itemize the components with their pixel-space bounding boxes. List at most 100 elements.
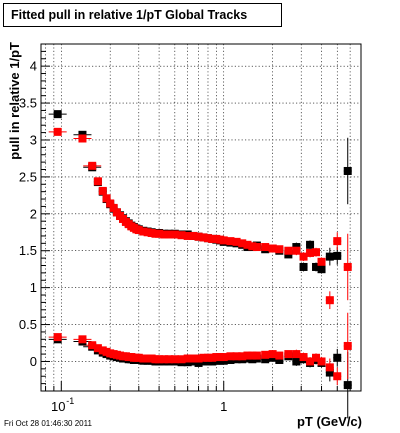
data-point	[306, 248, 315, 257]
y-tick-label: 0.5	[19, 317, 37, 332]
data-point	[219, 353, 228, 362]
grid-lines	[41, 44, 362, 391]
data-point	[317, 357, 326, 366]
data-point	[312, 248, 321, 257]
data-point	[189, 354, 198, 363]
y-tick-label: 2	[30, 206, 37, 221]
data-point	[155, 229, 164, 238]
data-point	[252, 243, 261, 252]
data-point	[248, 351, 257, 360]
data-point	[203, 234, 212, 243]
data-point	[170, 355, 179, 364]
data-point	[343, 341, 352, 350]
y-tick-label: 3.5	[19, 96, 37, 111]
data-point	[177, 231, 186, 240]
data-point	[299, 262, 308, 271]
data-point	[243, 351, 252, 360]
data-point	[232, 237, 241, 246]
data-point	[292, 357, 301, 366]
data-point	[268, 244, 277, 253]
x-tick-label: 1	[220, 399, 227, 414]
footer-timestamp: Fri Oct 28 01:46:30 2011	[4, 419, 92, 428]
data-point	[261, 350, 270, 359]
data-point	[268, 350, 277, 359]
data-point	[333, 353, 342, 362]
data-point	[106, 199, 115, 208]
data-point	[312, 353, 321, 362]
x-tick-label-exponent: -1	[66, 396, 74, 406]
data-point	[155, 355, 164, 364]
data-points	[53, 110, 352, 390]
data-point	[261, 243, 270, 252]
data-point	[325, 296, 334, 305]
x-tick-labels: 10 -1 1	[51, 396, 227, 414]
x-axis-title: pT (GeV/c)	[297, 414, 362, 429]
data-point	[275, 245, 284, 254]
data-point	[292, 246, 301, 255]
data-point	[88, 161, 97, 170]
y-tick-label: 3	[30, 132, 37, 147]
data-point	[292, 350, 301, 359]
data-point	[98, 186, 107, 195]
data-point	[189, 231, 198, 240]
data-point	[226, 237, 235, 246]
data-point	[226, 352, 235, 361]
data-point	[252, 351, 261, 360]
data-point	[238, 352, 247, 361]
data-point	[143, 228, 152, 237]
data-point	[333, 372, 342, 381]
data-point	[299, 252, 308, 261]
data-point	[343, 166, 352, 175]
data-point	[312, 262, 321, 271]
data-point	[102, 194, 111, 203]
data-point	[261, 355, 270, 364]
data-point	[194, 354, 203, 363]
data-point	[243, 240, 252, 249]
y-axis-title: pull in relative 1/pT	[7, 42, 22, 160]
data-point	[183, 231, 192, 240]
data-point	[275, 351, 284, 360]
data-point	[93, 344, 102, 353]
data-point	[219, 236, 228, 245]
data-point	[199, 233, 208, 242]
data-point	[177, 355, 186, 364]
data-point	[248, 242, 257, 251]
data-point	[284, 246, 293, 255]
data-point	[317, 265, 326, 274]
y-tick-label: 2.5	[19, 169, 37, 184]
data-point	[208, 353, 217, 362]
data-point	[194, 232, 203, 241]
data-point	[284, 350, 293, 359]
data-point	[160, 355, 169, 364]
data-point	[53, 110, 62, 119]
data-point	[317, 257, 326, 266]
data-point	[170, 230, 179, 239]
data-point	[238, 239, 247, 248]
data-point	[134, 353, 143, 362]
y-tick-label: 0	[30, 354, 37, 369]
plot-frame	[40, 43, 362, 392]
y-tick-label: 4	[30, 59, 37, 74]
data-point	[325, 252, 334, 261]
data-point	[164, 230, 173, 239]
data-point	[164, 355, 173, 364]
data-point	[134, 226, 143, 235]
data-point	[299, 353, 308, 362]
data-point	[78, 134, 87, 143]
data-point	[325, 368, 334, 377]
data-point	[53, 127, 62, 136]
data-point	[93, 177, 102, 186]
data-point	[325, 363, 334, 372]
data-point	[160, 230, 169, 239]
y-tick-labels: 0 0.5 1 1.5 2 2.5 3 3.5 4	[19, 59, 37, 369]
data-point	[333, 251, 342, 260]
data-point	[275, 355, 284, 364]
data-point	[194, 358, 203, 367]
data-point	[343, 381, 352, 390]
y-tick-label: 1	[30, 280, 37, 295]
data-point	[53, 333, 62, 342]
data-point	[208, 234, 217, 243]
data-point	[88, 341, 97, 350]
data-point	[343, 262, 352, 271]
